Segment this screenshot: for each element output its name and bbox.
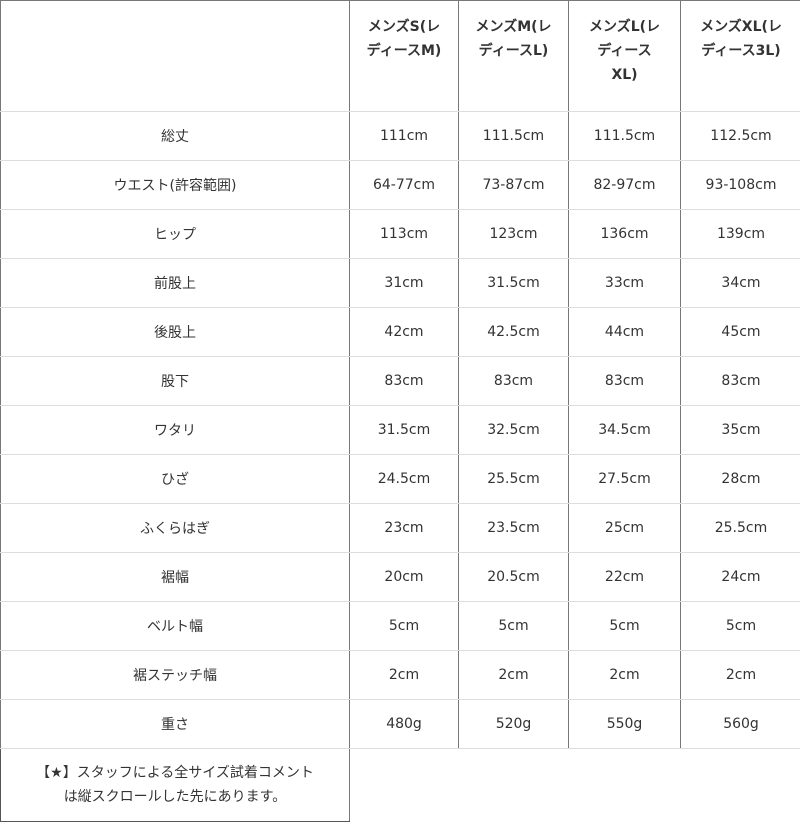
table-row: ワタリ 31.5cm 32.5cm 34.5cm 35cm (0, 405, 800, 455)
value-cell: 33cm (568, 258, 681, 308)
table-row: 股下 83cm 83cm 83cm 83cm (0, 356, 800, 406)
row-label: ベルト幅 (0, 601, 350, 651)
value-cell: 111.5cm (568, 111, 681, 161)
table-row: ヒップ 113cm 123cm 136cm 139cm (0, 209, 800, 259)
table-row: ベルト幅 5cm 5cm 5cm 5cm (0, 601, 800, 651)
row-label: ふくらはぎ (0, 503, 350, 553)
value-cell: 93-108cm (680, 160, 800, 210)
table-row: ウエスト(許容範囲) 64-77cm 73-87cm 82-97cm 93-108cm (0, 160, 800, 210)
row-label: ひざ (0, 454, 350, 504)
value-cell: 34cm (680, 258, 800, 308)
header-line: XL) (611, 67, 638, 83)
header-size-l: メンズL(レ ディース XL) (568, 0, 681, 112)
table-row: 総丈 111cm 111.5cm 111.5cm 112.5cm (0, 111, 800, 161)
header-line: メンズXL(レ (700, 19, 782, 35)
row-label: 前股上 (0, 258, 350, 308)
value-cell: 42cm (349, 307, 459, 357)
table-row: 重さ 480g 520g 550g 560g (0, 699, 800, 749)
table-row: 前股上 31cm 31.5cm 33cm 34cm (0, 258, 800, 308)
table-row: ふくらはぎ 23cm 23.5cm 25cm 25.5cm (0, 503, 800, 553)
value-cell: 560g (680, 699, 800, 749)
value-cell: 83cm (680, 356, 800, 406)
header-size-m: メンズM(レ ディースL) (458, 0, 569, 112)
value-cell: 5cm (568, 601, 681, 651)
row-label: 総丈 (0, 111, 350, 161)
value-cell: 139cm (680, 209, 800, 259)
value-cell: 2cm (349, 650, 459, 700)
row-label: 裾ステッチ幅 (0, 650, 350, 700)
note-row: 【★】スタッフによる全サイズ試着コメント は縦スクロールした先にあります。 (0, 748, 800, 822)
header-line: ディース (597, 43, 652, 59)
header-size-s: メンズS(レ ディースM) (349, 0, 459, 112)
value-cell: 42.5cm (458, 307, 569, 357)
value-cell: 111.5cm (458, 111, 569, 161)
value-cell: 113cm (349, 209, 459, 259)
table-row: ひざ 24.5cm 25.5cm 27.5cm 28cm (0, 454, 800, 504)
header-line: ディースL) (478, 43, 549, 59)
row-label: ヒップ (0, 209, 350, 259)
row-label: 股下 (0, 356, 350, 406)
value-cell: 2cm (458, 650, 569, 700)
row-label: 重さ (0, 699, 350, 749)
note-line: は縦スクロールした先にあります。 (63, 789, 287, 805)
value-cell: 2cm (680, 650, 800, 700)
row-label: ウエスト(許容範囲) (0, 160, 350, 210)
header-size-xl: メンズXL(レ ディース3L) (680, 0, 800, 112)
value-cell: 45cm (680, 307, 800, 357)
value-cell: 24.5cm (349, 454, 459, 504)
value-cell: 31cm (349, 258, 459, 308)
value-cell: 83cm (568, 356, 681, 406)
value-cell: 20.5cm (458, 552, 569, 602)
value-cell: 520g (458, 699, 569, 749)
table-row: 後股上 42cm 42.5cm 44cm 45cm (0, 307, 800, 357)
value-cell: 5cm (349, 601, 459, 651)
value-cell: 23cm (349, 503, 459, 553)
value-cell: 5cm (680, 601, 800, 651)
table-row: 裾ステッチ幅 2cm 2cm 2cm 2cm (0, 650, 800, 700)
value-cell: 25.5cm (458, 454, 569, 504)
header-line: ディースM) (366, 43, 442, 59)
header-line: メンズL(レ (588, 19, 661, 35)
value-cell: 25.5cm (680, 503, 800, 553)
value-cell: 27.5cm (568, 454, 681, 504)
header-line: メンズS(レ (367, 19, 441, 35)
value-cell: 31.5cm (458, 258, 569, 308)
value-cell: 123cm (458, 209, 569, 259)
value-cell: 83cm (458, 356, 569, 406)
value-cell: 64-77cm (349, 160, 459, 210)
value-cell: 25cm (568, 503, 681, 553)
note-line: 【★】スタッフによる全サイズ試着コメント (36, 765, 314, 781)
value-cell: 82-97cm (568, 160, 681, 210)
value-cell: 35cm (680, 405, 800, 455)
header-row: メンズS(レ ディースM) メンズM(レ ディースL) メンズL(レ ディース XL) … (0, 0, 800, 112)
header-line: メンズM(レ (475, 19, 552, 35)
value-cell: 20cm (349, 552, 459, 602)
value-cell: 112.5cm (680, 111, 800, 161)
row-label: 裾幅 (0, 552, 350, 602)
value-cell: 136cm (568, 209, 681, 259)
value-cell: 28cm (680, 454, 800, 504)
header-blank-cell (0, 0, 350, 112)
value-cell: 34.5cm (568, 405, 681, 455)
value-cell: 31.5cm (349, 405, 459, 455)
value-cell: 22cm (568, 552, 681, 602)
value-cell: 24cm (680, 552, 800, 602)
row-label: ワタリ (0, 405, 350, 455)
value-cell: 73-87cm (458, 160, 569, 210)
row-label: 後股上 (0, 307, 350, 357)
staff-comment-note: 【★】スタッフによる全サイズ試着コメント は縦スクロールした先にあります。 (0, 748, 350, 822)
value-cell: 480g (349, 699, 459, 749)
value-cell: 23.5cm (458, 503, 569, 553)
table-row: 裾幅 20cm 20.5cm 22cm 24cm (0, 552, 800, 602)
value-cell: 83cm (349, 356, 459, 406)
header-line: ディース3L) (701, 43, 781, 59)
value-cell: 2cm (568, 650, 681, 700)
empty-cell (350, 749, 800, 822)
value-cell: 111cm (349, 111, 459, 161)
value-cell: 550g (568, 699, 681, 749)
value-cell: 32.5cm (458, 405, 569, 455)
value-cell: 44cm (568, 307, 681, 357)
value-cell: 5cm (458, 601, 569, 651)
